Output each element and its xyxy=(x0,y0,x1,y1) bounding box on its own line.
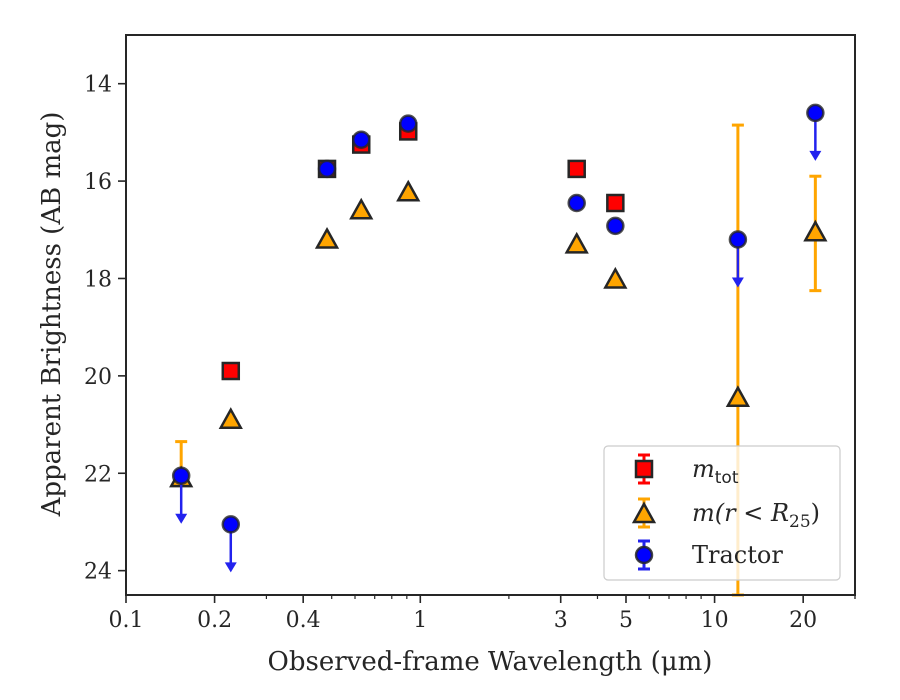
x-tick-label: 0.1 xyxy=(109,608,144,633)
x-tick-label: 0.4 xyxy=(286,608,321,633)
triangle-marker xyxy=(314,226,340,249)
y-tick-label: 16 xyxy=(84,170,112,195)
y-axis-label: Apparent Brightness (AB mag) xyxy=(37,112,67,518)
circle-marker xyxy=(351,130,371,149)
triangle-marker xyxy=(725,385,751,408)
upper-limit-arrow xyxy=(809,150,822,161)
legend-square-marker xyxy=(634,459,654,479)
circle-marker xyxy=(806,103,825,123)
triangle-marker xyxy=(603,266,628,289)
triangle-marker xyxy=(218,407,243,429)
legend-label-tractor: Tractor xyxy=(692,541,783,569)
y-tick-label: 20 xyxy=(84,365,112,390)
triangle-marker xyxy=(396,179,421,202)
plot-area xyxy=(169,103,828,597)
x-tick-label: 5 xyxy=(619,608,633,633)
series-m-r25 xyxy=(169,123,828,597)
square-marker xyxy=(606,193,625,213)
legend-triangle-marker xyxy=(631,501,657,524)
y-tick-label: 14 xyxy=(84,73,112,98)
series-m-tot xyxy=(221,122,625,381)
x-tick-label: 0.2 xyxy=(197,608,232,633)
upper-limit-arrow xyxy=(731,277,744,288)
triangle-marker xyxy=(803,219,828,242)
triangle-marker xyxy=(349,197,374,220)
y-tick-label: 24 xyxy=(84,560,112,585)
y-tick-label: 18 xyxy=(84,267,112,292)
legend-entry-tractor: Tractor xyxy=(634,539,783,571)
legend-entry-m-tot: mtot xyxy=(634,453,739,488)
square-marker xyxy=(221,361,241,381)
circle-marker xyxy=(398,114,418,133)
circle-marker xyxy=(728,230,748,249)
upper-limit-arrow xyxy=(175,513,188,524)
upper-limit-arrow xyxy=(224,562,237,573)
x-tick-label: 3 xyxy=(554,608,568,633)
legend-label-m-tot: mtot xyxy=(692,455,739,488)
y-tick-label: 22 xyxy=(84,462,112,487)
legend: mtot m(r < R25) Tractor xyxy=(603,445,841,581)
square-marker xyxy=(567,159,586,179)
legend-label-m-r25: m(r < R25) xyxy=(692,499,820,532)
legend-entry-m-r25: m(r < R25) xyxy=(631,497,820,532)
x-tick-label: 10 xyxy=(701,608,729,633)
circle-marker xyxy=(171,466,191,485)
circle-marker xyxy=(567,193,586,213)
y-axis-ticks: 14 16 18 20 22 24 xyxy=(84,73,126,585)
circle-marker xyxy=(317,159,337,179)
x-axis-ticks: 0.1 0.2 0.4 1 3 5 10 20 xyxy=(109,595,856,633)
circle-marker xyxy=(606,216,625,236)
x-tick-label: 20 xyxy=(789,608,817,633)
circle-marker xyxy=(221,515,241,534)
x-tick-label: 1 xyxy=(413,608,427,633)
triangle-marker xyxy=(564,231,589,254)
legend-box xyxy=(603,445,841,581)
x-axis-label: Observed-frame Wavelength (μm) xyxy=(268,647,713,677)
legend-circle-marker xyxy=(634,545,654,565)
series-tractor xyxy=(171,103,825,573)
plot-frame xyxy=(125,34,856,596)
